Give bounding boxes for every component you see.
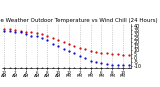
Title: Milwaukee Weather Outdoor Temperature vs Wind Chill (24 Hours): Milwaukee Weather Outdoor Temperature vs… — [0, 18, 158, 23]
